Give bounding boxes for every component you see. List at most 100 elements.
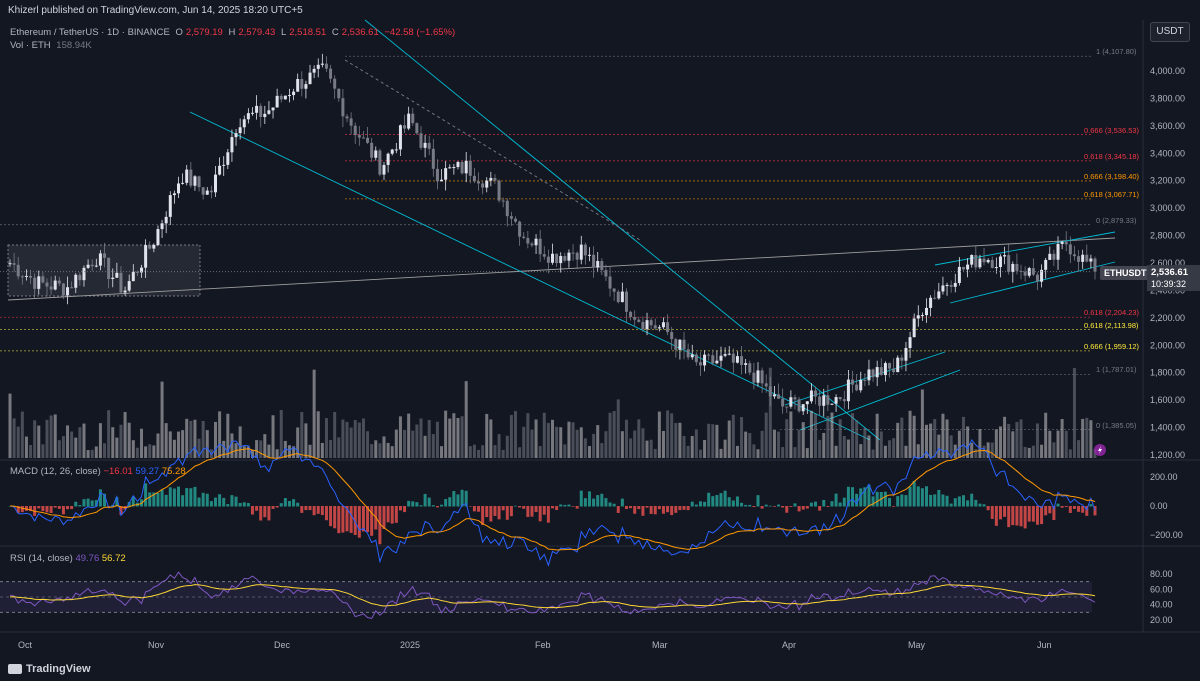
- macd-hist-bar: [448, 497, 452, 507]
- range-box: [7, 244, 201, 297]
- volume-bar: [238, 426, 242, 458]
- macd-hist-bar: [509, 506, 513, 517]
- candle-body: [246, 113, 250, 120]
- macd-hist-bar: [94, 500, 98, 507]
- macd-hist-bar: [156, 493, 160, 507]
- volume-bar: [686, 445, 690, 458]
- fib-level-label: 0 (2,879.33): [1096, 215, 1137, 225]
- macd-hist-bar: [152, 492, 156, 507]
- volume-label[interactable]: Vol · ETH: [10, 40, 51, 51]
- candle-body: [612, 288, 616, 292]
- candle-body: [830, 403, 834, 405]
- volume-bar: [748, 432, 752, 458]
- volume-bar: [567, 421, 571, 458]
- candle-body: [353, 125, 357, 136]
- macd-hist-bar: [908, 486, 912, 507]
- candle-body: [119, 272, 123, 293]
- candle-body: [382, 164, 386, 175]
- macd-hist-bar: [966, 500, 970, 507]
- candle-body: [168, 195, 172, 217]
- volume-bar: [189, 420, 193, 458]
- rsi-label[interactable]: RSI (14, close): [10, 553, 73, 564]
- candle-body: [879, 367, 883, 376]
- macd-hist-bar: [555, 506, 559, 511]
- volume-bar: [41, 444, 45, 458]
- volume-bar: [740, 417, 744, 458]
- candle-body: [213, 174, 217, 193]
- candle-body: [485, 180, 489, 188]
- legend-h-label: H: [228, 27, 236, 38]
- candle-body: [505, 200, 509, 217]
- volume-bar: [546, 422, 550, 458]
- macd-hist-bar: [768, 505, 772, 507]
- volume-bar: [366, 431, 370, 458]
- macd-hist-bar: [637, 506, 641, 510]
- candle-body: [419, 133, 423, 148]
- volume-bar: [727, 420, 731, 458]
- macd-tick-label: −200.00: [1150, 530, 1183, 540]
- volume-bar: [329, 440, 333, 458]
- macd-hist-bar: [333, 506, 337, 529]
- volume-bar: [267, 444, 271, 458]
- macd-hist-bar: [809, 502, 813, 507]
- candle-body: [814, 390, 818, 397]
- candle-body: [929, 297, 933, 308]
- candle-body: [735, 356, 739, 363]
- candle-body: [822, 395, 826, 406]
- legend-symbol[interactable]: Ethereum / TetherUS · 1D · BINANCE: [10, 27, 170, 38]
- volume-bar: [415, 424, 419, 458]
- macd-hist-bar: [777, 504, 781, 507]
- time-tick-label: Feb: [535, 640, 551, 650]
- volume-bar: [587, 446, 591, 458]
- candle-body: [37, 276, 41, 289]
- candle-body: [526, 237, 530, 244]
- macd-hist-bar: [538, 506, 542, 522]
- volume-bar: [855, 420, 859, 458]
- macd-label[interactable]: MACD (12, 26, close): [10, 466, 101, 477]
- macd-hist-bar: [592, 498, 596, 507]
- candle-body: [357, 135, 361, 138]
- macd-hist-bar: [505, 506, 509, 520]
- volume-bar: [304, 423, 308, 458]
- volume-bar: [1040, 444, 1044, 458]
- tradingview-logo-icon: [8, 664, 22, 675]
- volume-bar: [908, 410, 912, 458]
- candle-body: [949, 284, 953, 287]
- macd-hist-bar: [238, 502, 242, 507]
- volume-bar: [715, 424, 719, 458]
- volume-bar: [1089, 420, 1093, 458]
- long-trend-line: [7, 237, 1116, 301]
- candle-body: [1060, 241, 1064, 244]
- legend-o-value: 2,579.19: [185, 27, 223, 38]
- candle-body: [760, 370, 764, 384]
- candle-body: [711, 355, 715, 364]
- volume-bar: [559, 427, 563, 458]
- price-tick-label: 4,000.00: [1150, 66, 1185, 76]
- candle-body: [33, 277, 37, 289]
- macd-hist-bar: [181, 495, 185, 507]
- macd-hist-bar: [378, 506, 382, 545]
- volume-bar: [349, 427, 353, 458]
- macd-hist-bar: [1093, 506, 1097, 516]
- currency-badge[interactable]: USDT: [1150, 22, 1190, 42]
- candle-body: [851, 379, 855, 385]
- macd-hist-bar: [464, 490, 468, 507]
- candle-body: [193, 176, 197, 186]
- candle-body: [29, 275, 33, 278]
- volume-bar: [181, 430, 185, 458]
- volume-bar: [538, 446, 542, 458]
- volume-bar: [501, 449, 505, 458]
- volume-bar: [49, 415, 53, 458]
- candle-body: [440, 179, 444, 182]
- main-legend: Ethereum / TetherUS · 1D · BINANCE O 2,57…: [10, 27, 458, 38]
- macd-hist-bar: [653, 506, 657, 515]
- candle-body: [275, 95, 279, 108]
- legend-o-label: O: [175, 27, 183, 38]
- candle-body: [538, 238, 542, 255]
- macd-hist-bar: [460, 489, 464, 507]
- candle-body: [477, 181, 481, 184]
- candle-body: [456, 162, 460, 168]
- volume-bar: [596, 425, 600, 458]
- tradingview-logo[interactable]: TradingView: [8, 663, 91, 675]
